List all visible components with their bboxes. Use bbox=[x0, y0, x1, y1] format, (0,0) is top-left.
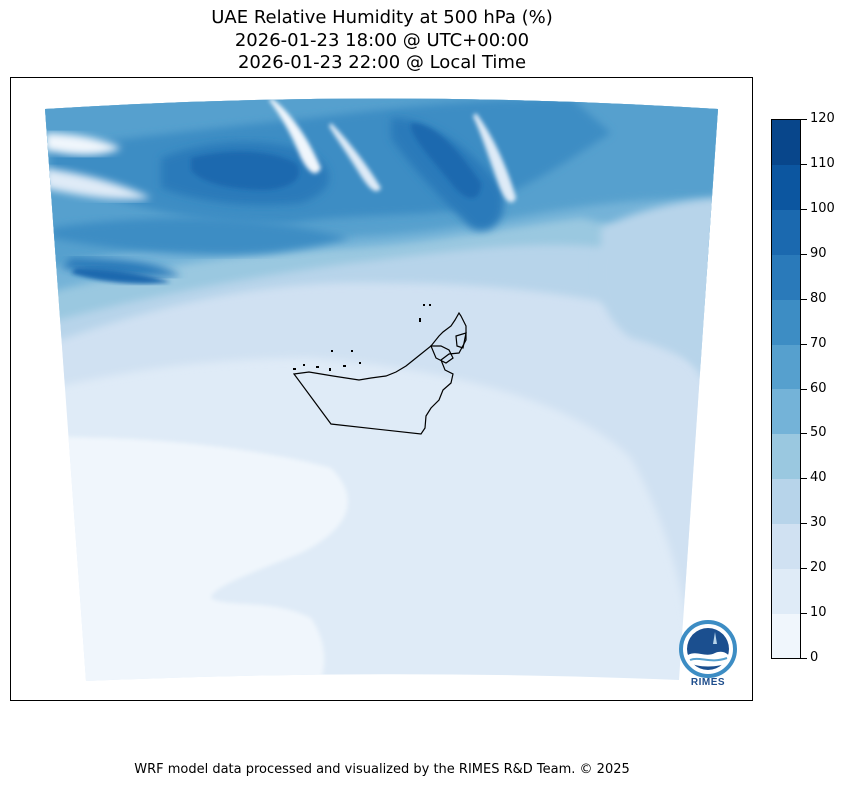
colorbar-tick-label: 40 bbox=[810, 470, 827, 486]
map-panel bbox=[10, 77, 753, 701]
colorbar-tick-label: 100 bbox=[810, 200, 835, 216]
colorbar-segment bbox=[772, 523, 800, 569]
colorbar-tick bbox=[801, 343, 807, 345]
colorbar-tick bbox=[801, 163, 807, 165]
colorbar-tick-label: 30 bbox=[810, 515, 827, 531]
colorbar-tick bbox=[801, 523, 807, 525]
colorbar-tick bbox=[801, 613, 807, 615]
colorbar bbox=[771, 119, 801, 659]
colorbar-tick bbox=[801, 658, 807, 659]
colorbar-tick bbox=[801, 298, 807, 300]
local-time-subtitle: 2026-01-23 22:00 @ Local Time bbox=[237, 52, 527, 73]
colorbar-tick-label: 50 bbox=[810, 425, 827, 441]
colorbar-tick-label: 90 bbox=[810, 245, 827, 261]
colorbar-tick bbox=[801, 568, 807, 570]
colorbar-tick bbox=[801, 253, 807, 255]
colorbar-segment bbox=[772, 568, 800, 614]
colorbar-segment bbox=[772, 299, 800, 345]
colorbar-tick-label: 70 bbox=[810, 335, 827, 351]
colorbar-segment bbox=[772, 433, 800, 480]
colorbar-tick-label: 20 bbox=[810, 560, 827, 576]
colorbar-tick bbox=[801, 478, 807, 480]
humidity-field bbox=[45, 98, 718, 681]
colorbar-segment bbox=[772, 209, 800, 255]
colorbar-segment bbox=[772, 164, 800, 211]
colorbar-tick bbox=[801, 119, 807, 120]
colorbar-segment bbox=[772, 254, 800, 300]
colorbar-segment bbox=[772, 344, 800, 390]
colorbar-segment bbox=[772, 120, 800, 166]
rimes-logo-text: RIMES bbox=[690, 677, 726, 688]
credit-footer: WRF model data processed and visualized … bbox=[134, 762, 630, 777]
colorbar-tick-label: 10 bbox=[810, 605, 827, 621]
colorbar-segment bbox=[772, 478, 800, 524]
humidity-map bbox=[45, 98, 718, 681]
colorbar-tick bbox=[801, 208, 807, 210]
map-title: UAE Relative Humidity at 500 hPa (%) bbox=[211, 7, 553, 28]
utc-time-subtitle: 2026-01-23 18:00 @ UTC+00:00 bbox=[234, 30, 530, 51]
colorbar-tick-label: 0 bbox=[810, 650, 819, 665]
colorbar-tick-label: 110 bbox=[810, 155, 835, 171]
uae-boundary bbox=[292, 311, 467, 435]
colorbar-tick-label: 120 bbox=[810, 111, 835, 126]
colorbar-tick bbox=[801, 433, 807, 435]
colorbar-segment bbox=[772, 389, 800, 435]
rimes-logo bbox=[679, 620, 737, 678]
colorbar-tick-label: 60 bbox=[810, 380, 827, 396]
uae-islands bbox=[293, 304, 431, 371]
colorbar-segment bbox=[772, 613, 800, 658]
colorbar-tick-label: 80 bbox=[810, 290, 827, 306]
colorbar-tick bbox=[801, 388, 807, 390]
